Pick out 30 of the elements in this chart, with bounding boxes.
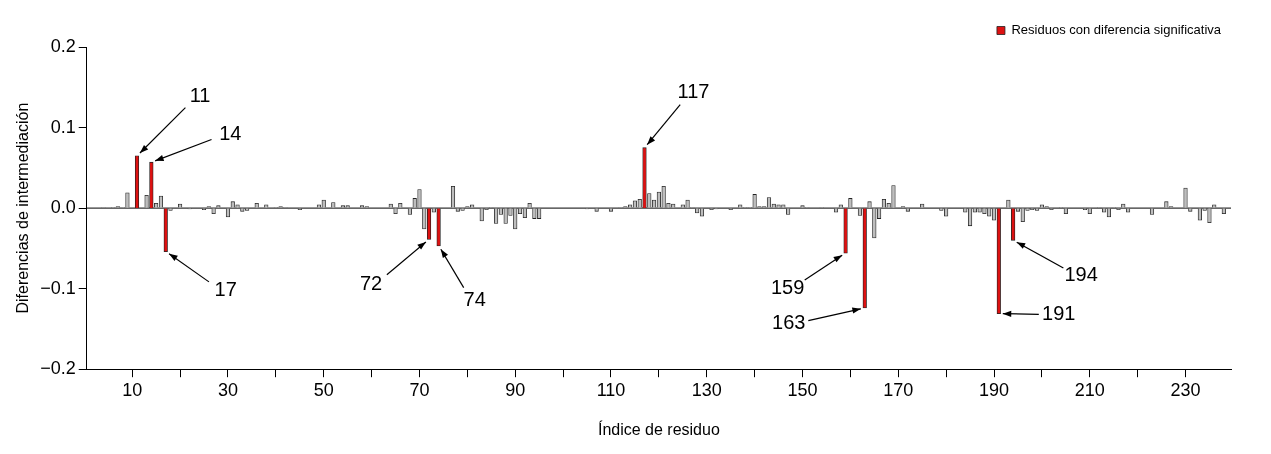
x-tick-label: 190 <box>978 379 1010 400</box>
annotation: 11 <box>189 84 211 107</box>
y-tick-label: −0.2 <box>40 358 76 379</box>
y-tick-label: 0.2 <box>50 35 76 56</box>
x-tick-label: 110 <box>596 379 626 400</box>
y-tick-label: 0.1 <box>50 116 76 137</box>
x-tick-label: 70 <box>409 379 430 400</box>
annotation: 17 <box>214 278 237 301</box>
x-axis-title: Índice de residuo <box>597 419 720 438</box>
x-tick-label: 150 <box>787 379 818 400</box>
x-tick-label: 230 <box>1170 379 1201 400</box>
x-tick-label: 50 <box>313 379 334 400</box>
annotation: 191 <box>1042 302 1076 325</box>
x-tick-label: 10 <box>122 379 143 400</box>
annotation: 72 <box>359 272 383 295</box>
annotation: 14 <box>219 121 242 144</box>
legend-label: Residuos con diferencia significativa <box>1011 22 1222 38</box>
x-tick-label: 170 <box>883 379 914 400</box>
annotation: 163 <box>772 311 806 334</box>
y-tick-label: −0.1 <box>40 277 76 298</box>
annotation: 117 <box>677 80 710 103</box>
annotation: 194 <box>1064 262 1098 285</box>
x-tick-label: 90 <box>505 379 526 400</box>
x-tick-label: 30 <box>217 379 238 400</box>
y-tick-label: 0.0 <box>50 197 76 218</box>
x-tick-label: 130 <box>691 379 722 400</box>
y-axis-title: Diferencias de intermediación <box>14 102 32 314</box>
annotation: 159 <box>770 275 805 298</box>
annotation: 74 <box>463 288 486 311</box>
x-tick-label: 210 <box>1074 379 1105 400</box>
